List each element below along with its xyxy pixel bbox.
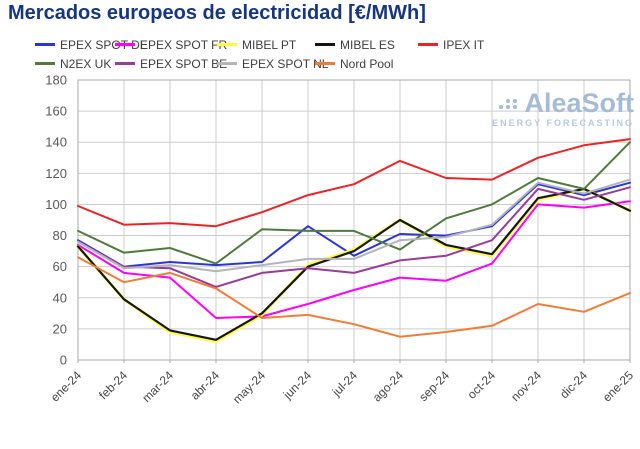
x-axis-label: ago-24 — [370, 368, 407, 405]
y-axis-label: 80 — [53, 228, 67, 243]
legend-label: MIBEL ES — [340, 37, 395, 52]
legend-item-epex-spot-nl: EPEX SPOT NL — [217, 56, 328, 71]
x-axis-label: dic-24 — [557, 368, 590, 401]
series-line-epex-spot-be — [77, 186, 631, 288]
x-axis-label: mar-24 — [139, 368, 176, 405]
legend-item-ipex-it: IPEX IT — [418, 37, 498, 52]
legend-item-mibel-pt: MIBEL PT — [217, 37, 315, 52]
legend-swatch-nord-pool — [315, 62, 335, 65]
y-axis-labels: 0 20 40 60 80 100 120 140 160 180 — [45, 73, 67, 368]
y-axis-label: 60 — [53, 259, 67, 274]
x-axis-label: jul-24 — [329, 368, 361, 400]
legend-swatch-epex-spot-fr — [115, 43, 135, 46]
x-axis-label: ene-24 — [48, 368, 85, 405]
x-axis-label: abr-24 — [188, 368, 223, 403]
series-line-epex-spot-de — [77, 181, 631, 268]
y-axis-label: 20 — [53, 321, 67, 336]
x-axis-label: ene-25 — [600, 368, 637, 405]
legend-label: IPEX IT — [443, 37, 485, 52]
legend-label: EPEX SPOT BE — [140, 56, 228, 71]
x-axis-label: sep-24 — [416, 368, 452, 404]
legend-swatch-n2ex-uk — [35, 62, 55, 65]
gridlines — [77, 79, 631, 361]
page-title: Mercados europeos de electricidad [€/MWh… — [8, 2, 426, 24]
legend-swatch-mibel-pt — [217, 43, 237, 46]
y-axis-label: 120 — [45, 166, 67, 181]
series-line-n2ex-uk — [77, 141, 631, 265]
y-axis-label: 0 — [60, 353, 67, 368]
y-axis-label: 100 — [45, 197, 67, 212]
series-line-ipex-it — [77, 138, 631, 228]
legend-item-mibel-es: MIBEL ES — [315, 37, 418, 52]
y-axis-label: 140 — [45, 135, 67, 150]
x-axis-label: jun-24 — [280, 368, 314, 402]
legend-swatch-epex-spot-nl — [217, 62, 237, 65]
x-axis-label: oct-24 — [465, 368, 499, 402]
legend-label: EPEX SPOT FR — [140, 37, 228, 52]
legend-label: MIBEL PT — [242, 37, 297, 52]
x-axis-label: nov-24 — [508, 368, 544, 404]
x-axis-labels: ene-24 feb-24 mar-24 abr-24 may-24 jun-24 jul-… — [48, 360, 637, 406]
y-axis-label: 40 — [53, 290, 67, 305]
legend-swatch-mibel-es — [315, 43, 335, 46]
series-line-nord-pool — [77, 256, 631, 338]
legend-item-nord-pool: Nord Pool — [315, 56, 418, 71]
legend-item-epex-spot-be: EPEX SPOT BE — [115, 56, 227, 71]
legend-label: EPEX SPOT NL — [242, 56, 329, 71]
legend-swatch-epex-spot-de — [35, 43, 55, 46]
y-axis-label: 180 — [45, 73, 67, 88]
legend-item-epex-spot-fr: EPEX SPOT FR — [115, 37, 227, 52]
y-axis-label: 160 — [45, 104, 67, 119]
legend-label: EPEX SPOT DE — [60, 37, 148, 52]
series-line-epex-spot-fr — [77, 200, 631, 319]
x-axis-label: feb-24 — [96, 368, 130, 402]
legend-item-n2ex-uk: N2EX UK — [35, 56, 115, 71]
legend-swatch-ipex-it — [418, 43, 438, 46]
x-axis-label: may-24 — [230, 368, 268, 406]
series-line-epex-spot-nl — [77, 178, 631, 273]
legend-label: Nord Pool — [340, 56, 394, 71]
chart-legend: EPEX SPOT DE EPEX SPOT FR MIBEL PT MIBEL ES… — [35, 37, 498, 71]
legend-swatch-epex-spot-be — [115, 62, 135, 65]
legend-item-epex-spot-de: EPEX SPOT DE — [35, 37, 148, 52]
legend-label: N2EX UK — [60, 56, 112, 71]
series-line-mibel-es — [76, 187, 632, 341]
